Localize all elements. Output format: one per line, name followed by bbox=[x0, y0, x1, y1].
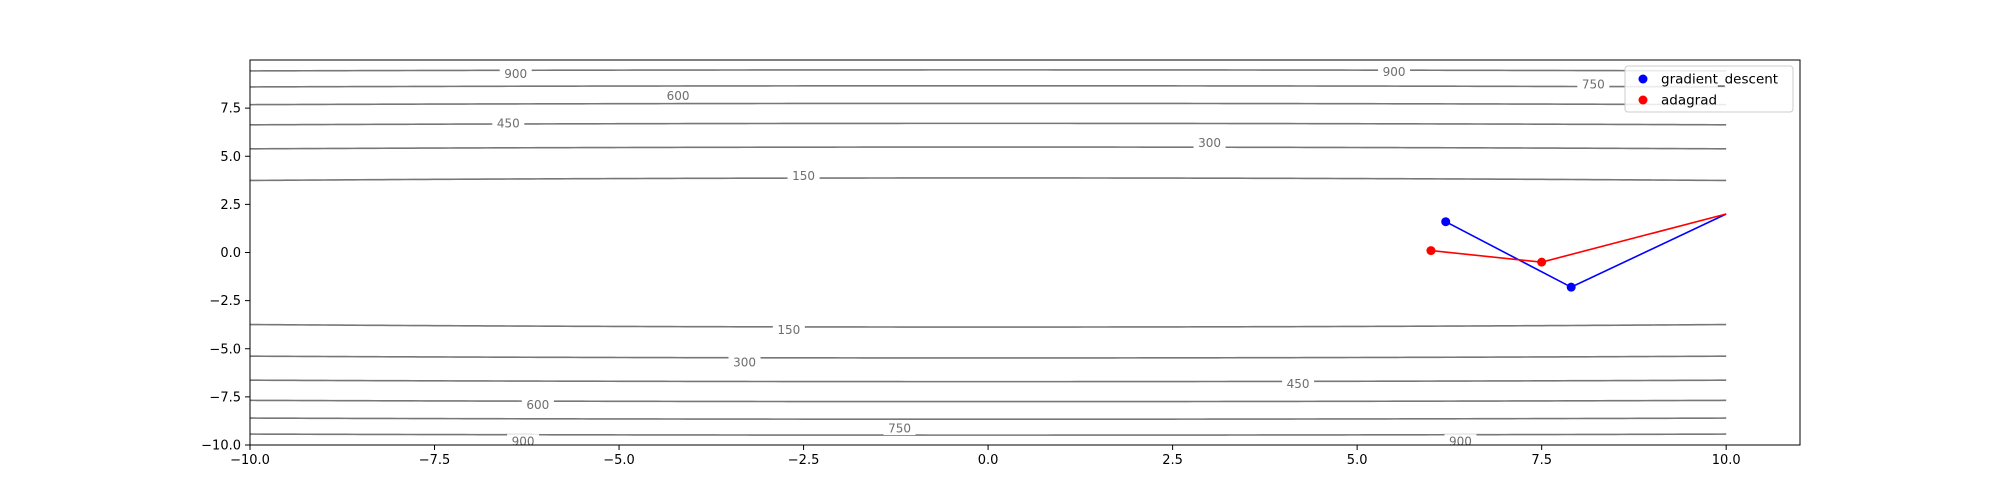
contour-label: 600 bbox=[667, 89, 690, 103]
contour-line-300-lower bbox=[250, 355, 1727, 359]
x-tick-label: −2.5 bbox=[788, 453, 820, 468]
contour-label: 150 bbox=[792, 169, 815, 183]
contour-line-750-lower bbox=[250, 417, 1727, 421]
contour-label: 900 bbox=[504, 67, 527, 81]
contour-label: 900 bbox=[1449, 435, 1472, 449]
x-tick-label: 10.0 bbox=[1712, 453, 1741, 468]
legend-marker-adagrad bbox=[1638, 95, 1648, 105]
contour-label-bg bbox=[1577, 76, 1610, 91]
contour-label: 900 bbox=[1383, 65, 1406, 79]
series-line-adagrad bbox=[1430, 213, 1727, 263]
series-point-adagrad bbox=[1426, 246, 1436, 256]
contour-label-bg bbox=[1378, 64, 1411, 79]
y-tick-label: 5.0 bbox=[220, 150, 241, 165]
x-axis: −10.0 −7.5 −5.0 −2.5 0.0 2.5 5.0 7.5 10.0 bbox=[230, 445, 1741, 468]
contour-label-bg bbox=[499, 66, 532, 81]
contour-label-bg bbox=[787, 168, 820, 183]
contour-line-150-lower bbox=[250, 323, 1727, 328]
series-point-gradient_descent bbox=[1441, 217, 1451, 227]
legend-marker-gradient_descent bbox=[1638, 74, 1648, 84]
contour-line-150-upper bbox=[250, 177, 1727, 182]
series-point-gradient_descent bbox=[1566, 282, 1576, 292]
plot-frame bbox=[249, 59, 1801, 446]
x-tick-label: −10.0 bbox=[230, 453, 270, 468]
x-tick-label: −5.0 bbox=[603, 453, 635, 468]
contour-label-bg bbox=[772, 322, 805, 337]
y-tick-label: −10.0 bbox=[201, 439, 241, 454]
contour-label-bg bbox=[1282, 376, 1315, 391]
contour-label: 150 bbox=[777, 323, 800, 337]
contour-labels: 150 300 450 600 750 900 900 150 300 450 600 750 900 9… bbox=[492, 64, 1610, 449]
contour-label: 750 bbox=[888, 422, 911, 436]
contour-line-300-upper bbox=[250, 146, 1727, 150]
y-tick-label: 0.0 bbox=[220, 246, 241, 261]
contour-label: 750 bbox=[1582, 77, 1605, 91]
contour-label-bg bbox=[492, 116, 525, 131]
contour-label-bg bbox=[1193, 135, 1226, 150]
legend-box bbox=[1624, 65, 1794, 113]
x-tick-label: 7.5 bbox=[1531, 453, 1552, 468]
y-axis: −10.0 −7.5 −5.0 −2.5 0.0 2.5 5.0 7.5 bbox=[201, 102, 250, 454]
contour-line-450-upper bbox=[250, 122, 1727, 126]
contour-label-bg bbox=[883, 421, 916, 436]
x-tick-label: −7.5 bbox=[419, 453, 451, 468]
contour-lines bbox=[250, 69, 1727, 436]
y-tick-label: −5.0 bbox=[209, 342, 241, 357]
contour-label: 450 bbox=[497, 117, 520, 131]
x-tick-label: 0.0 bbox=[978, 453, 999, 468]
legend-label-gradient_descent: gradient_descent bbox=[1661, 72, 1778, 88]
contour-line-900-upper bbox=[250, 69, 1727, 72]
data-series bbox=[1426, 213, 1727, 292]
y-tick-label: −2.5 bbox=[209, 294, 241, 309]
contour-label: 300 bbox=[733, 356, 756, 370]
contour-line-750-upper bbox=[250, 84, 1727, 88]
contour-line-450-lower bbox=[250, 379, 1727, 383]
contour-label-bg bbox=[728, 355, 761, 370]
x-tick-label: 2.5 bbox=[1162, 453, 1183, 468]
contour-line-600-lower bbox=[250, 399, 1727, 403]
contour-label-bg bbox=[521, 397, 554, 412]
contour-label: 300 bbox=[1198, 136, 1221, 150]
y-tick-label: −7.5 bbox=[209, 390, 241, 405]
y-tick-label: 7.5 bbox=[220, 102, 241, 117]
legend-label-adagrad: adagrad bbox=[1661, 93, 1717, 109]
contour-line-900-lower bbox=[250, 433, 1727, 436]
contour-label-bg bbox=[662, 88, 695, 103]
y-tick-label: 2.5 bbox=[220, 198, 241, 213]
contour-line-600-upper bbox=[250, 102, 1727, 106]
contour-label: 450 bbox=[1287, 377, 1310, 391]
x-tick-label: 5.0 bbox=[1347, 453, 1368, 468]
series-point-adagrad bbox=[1537, 257, 1547, 267]
contour-label: 900 bbox=[512, 435, 535, 449]
contour-label: 600 bbox=[526, 398, 549, 412]
